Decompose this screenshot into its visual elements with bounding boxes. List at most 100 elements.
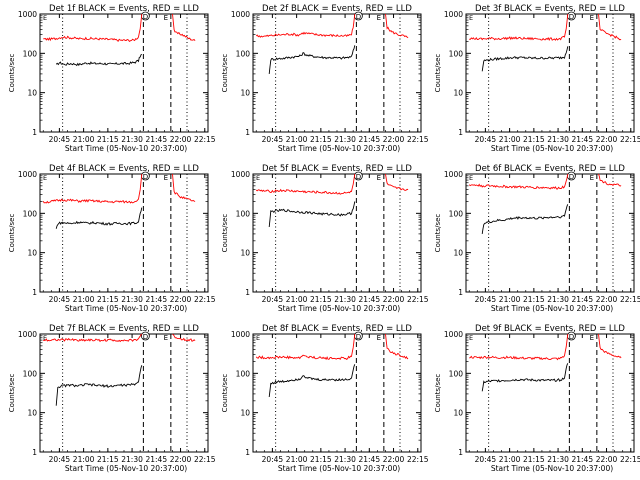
y-tick-label: 1000 (444, 330, 463, 339)
y-tick-label: 10 (240, 249, 250, 258)
y-axis-label: Counts/sec (8, 374, 16, 413)
marker-d: D (566, 331, 576, 341)
x-tick-label: 21:45 (358, 135, 380, 144)
panel-det-9: Det 9f BLACK = Events, RED = LLD 20:45 21:… (434, 324, 640, 473)
x-tick-label: 21:15 (310, 455, 332, 464)
y-axis-label: Counts/sec (434, 54, 442, 93)
lld-series-2 (385, 333, 409, 360)
y-tick-label: 100 (23, 369, 38, 378)
x-tick-label: 22:15 (194, 135, 216, 144)
x-tick-label: 21:45 (571, 455, 593, 464)
plot-frame (39, 333, 209, 453)
marker-d-label: D (569, 13, 574, 21)
y-tick-label: 1 (458, 448, 463, 457)
x-tick-label: 21:30 (547, 135, 569, 144)
marker-d-label: D (356, 173, 361, 181)
marker-e-label: E (590, 14, 594, 22)
x-tick-label: 21:15 (97, 455, 119, 464)
lld-series-2 (172, 333, 196, 342)
x-tick-label: 21:00 (286, 455, 308, 464)
marker-e-label: E (377, 334, 381, 342)
y-tick-label: 10 (27, 409, 37, 418)
events-series (268, 201, 356, 228)
x-tick-label: 21:30 (334, 295, 356, 304)
corner-e-label: E (43, 334, 47, 342)
marker-d-label: D (569, 333, 574, 341)
x-tick-label: 22:00 (170, 295, 192, 304)
x-axis-label: Start Time (05-Nov-10 20:37:00) (491, 304, 613, 313)
marker-d-circle (140, 331, 150, 341)
lld-series-1 (468, 173, 569, 190)
corner-e-label: E (256, 14, 260, 22)
lld-series-2 (172, 13, 196, 42)
lld-series-2 (385, 173, 409, 191)
marker-d-label: D (143, 333, 148, 341)
plot-frame (465, 173, 635, 293)
plot-frame (39, 13, 209, 133)
x-tick-label: 21:30 (547, 455, 569, 464)
x-tick-label: 21:15 (310, 295, 332, 304)
events-series (481, 46, 569, 72)
panel-title: Det 4f BLACK = Events, RED = LLD (49, 164, 199, 174)
y-axis-label: Counts/sec (8, 214, 16, 253)
events-series (268, 45, 356, 74)
plot-frame (252, 333, 422, 453)
marker-d-label: D (569, 173, 574, 181)
x-tick-label: 22:15 (407, 295, 429, 304)
panel-title: Det 9f BLACK = Events, RED = LLD (475, 324, 625, 334)
x-tick-label: 21:00 (499, 295, 521, 304)
plot-frame (465, 13, 635, 133)
corner-e-label: E (43, 14, 47, 22)
marker-d: D (140, 11, 150, 21)
x-tick-label: 20:45 (262, 455, 284, 464)
panel-det-3: Det 3f BLACK = Events, RED = LLD 20:45 21:… (434, 4, 640, 153)
y-tick-label: 10 (27, 89, 37, 98)
events-series (481, 363, 569, 392)
y-tick-label: 1000 (444, 10, 463, 19)
x-tick-label: 21:45 (145, 295, 167, 304)
x-tick-label: 20:45 (262, 135, 284, 144)
x-tick-label: 20:45 (475, 135, 497, 144)
x-tick-label: 21:30 (121, 455, 143, 464)
x-tick-label: 21:30 (121, 135, 143, 144)
y-tick-label: 100 (236, 209, 251, 218)
lld-series-1 (255, 333, 356, 361)
x-tick-label: 22:15 (194, 295, 216, 304)
x-tick-label: 21:15 (523, 455, 545, 464)
y-tick-label: 100 (236, 369, 251, 378)
events-series (268, 364, 356, 398)
x-tick-label: 20:45 (475, 455, 497, 464)
y-axis-label: Counts/sec (434, 374, 442, 413)
y-tick-label: 100 (23, 49, 38, 58)
x-axis-label: Start Time (05-Nov-10 20:37:00) (65, 144, 187, 153)
marker-e-label: E (164, 334, 168, 342)
lld-series-1 (255, 173, 356, 195)
marker-d-label: D (356, 333, 361, 341)
y-tick-label: 1 (32, 448, 37, 457)
plot-frame (252, 13, 422, 133)
marker-e-label: E (590, 334, 594, 342)
x-tick-label: 21:30 (121, 295, 143, 304)
corner-e-label: E (469, 334, 473, 342)
x-tick-label: 21:00 (73, 455, 95, 464)
x-tick-label: 21:45 (571, 295, 593, 304)
y-tick-label: 1000 (231, 330, 250, 339)
x-tick-label: 21:15 (97, 135, 119, 144)
x-axis-label: Start Time (05-Nov-10 20:37:00) (491, 464, 613, 473)
lld-series-2 (598, 333, 622, 359)
marker-d: D (566, 11, 576, 21)
x-tick-label: 21:15 (310, 135, 332, 144)
y-tick-label: 100 (449, 209, 464, 218)
x-tick-label: 21:45 (358, 295, 380, 304)
marker-d-label: D (143, 13, 148, 21)
corner-e-label: E (256, 334, 260, 342)
lld-series-1 (43, 333, 143, 343)
y-tick-label: 1000 (444, 170, 463, 179)
y-tick-label: 1000 (18, 10, 37, 19)
y-tick-label: 10 (240, 89, 250, 98)
y-tick-label: 1 (458, 288, 463, 297)
panel-title: Det 3f BLACK = Events, RED = LLD (475, 4, 625, 14)
